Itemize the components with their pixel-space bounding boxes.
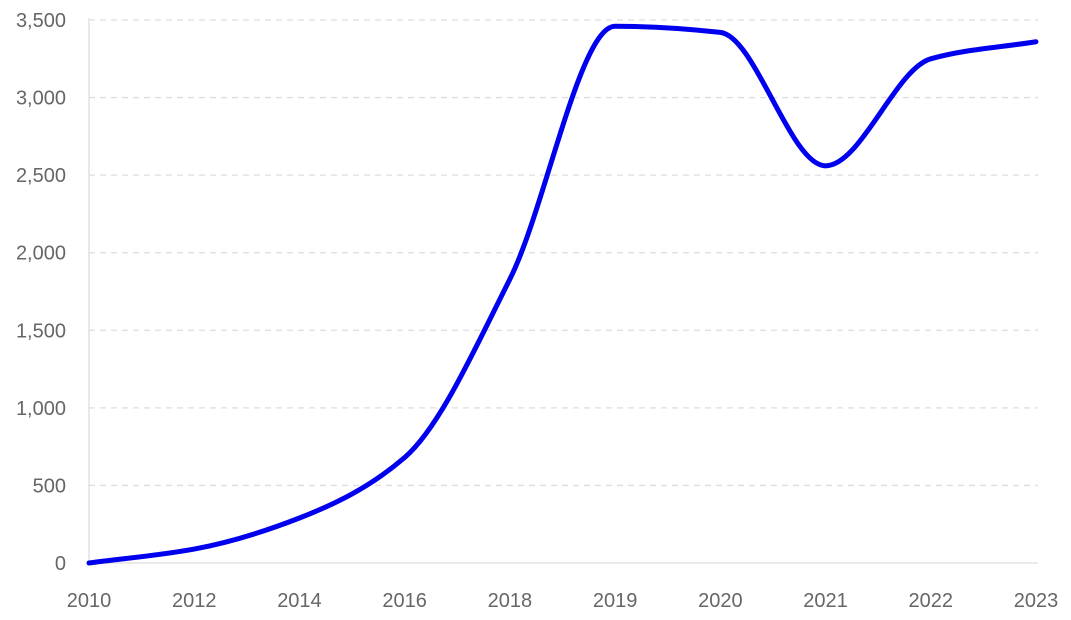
y-tick-label: 3,500: [16, 10, 66, 32]
x-tick-label: 2014: [277, 590, 322, 612]
x-tick-label: 2019: [593, 590, 638, 612]
axis-layer: [88, 18, 1038, 564]
y-tick-label: 1,500: [16, 320, 66, 342]
x-tick-label: 2016: [382, 590, 427, 612]
y-axis-tick-labels: 0 500 1,000 1,500 2,000 2,500 3,000 3,500: [16, 10, 66, 575]
y-tick-label: 1,000: [16, 398, 66, 420]
y-tick-label: 0: [55, 553, 66, 575]
x-tick-label: 2021: [803, 590, 848, 612]
x-axis-tick-labels: 2010 2012 2014 2016 2018 2019 2020 2021 2022 2023: [67, 590, 1059, 612]
y-tick-label: 2,000: [16, 243, 66, 265]
x-tick-label: 2020: [698, 590, 743, 612]
series-line-0: [86, 23, 1039, 566]
x-tick-label: 2012: [172, 590, 217, 612]
y-tick-label: 500: [33, 475, 66, 497]
y-tick-label: 2,500: [16, 165, 66, 187]
x-tick-label: 2022: [909, 590, 954, 612]
y-tick-label: 3,000: [16, 88, 66, 110]
x-tick-label: 2023: [1014, 590, 1059, 612]
grid-layer: [89, 19, 1038, 487]
x-tick-label: 2010: [67, 590, 112, 612]
series-layer: [86, 23, 1039, 566]
x-tick-label: 2018: [488, 590, 533, 612]
